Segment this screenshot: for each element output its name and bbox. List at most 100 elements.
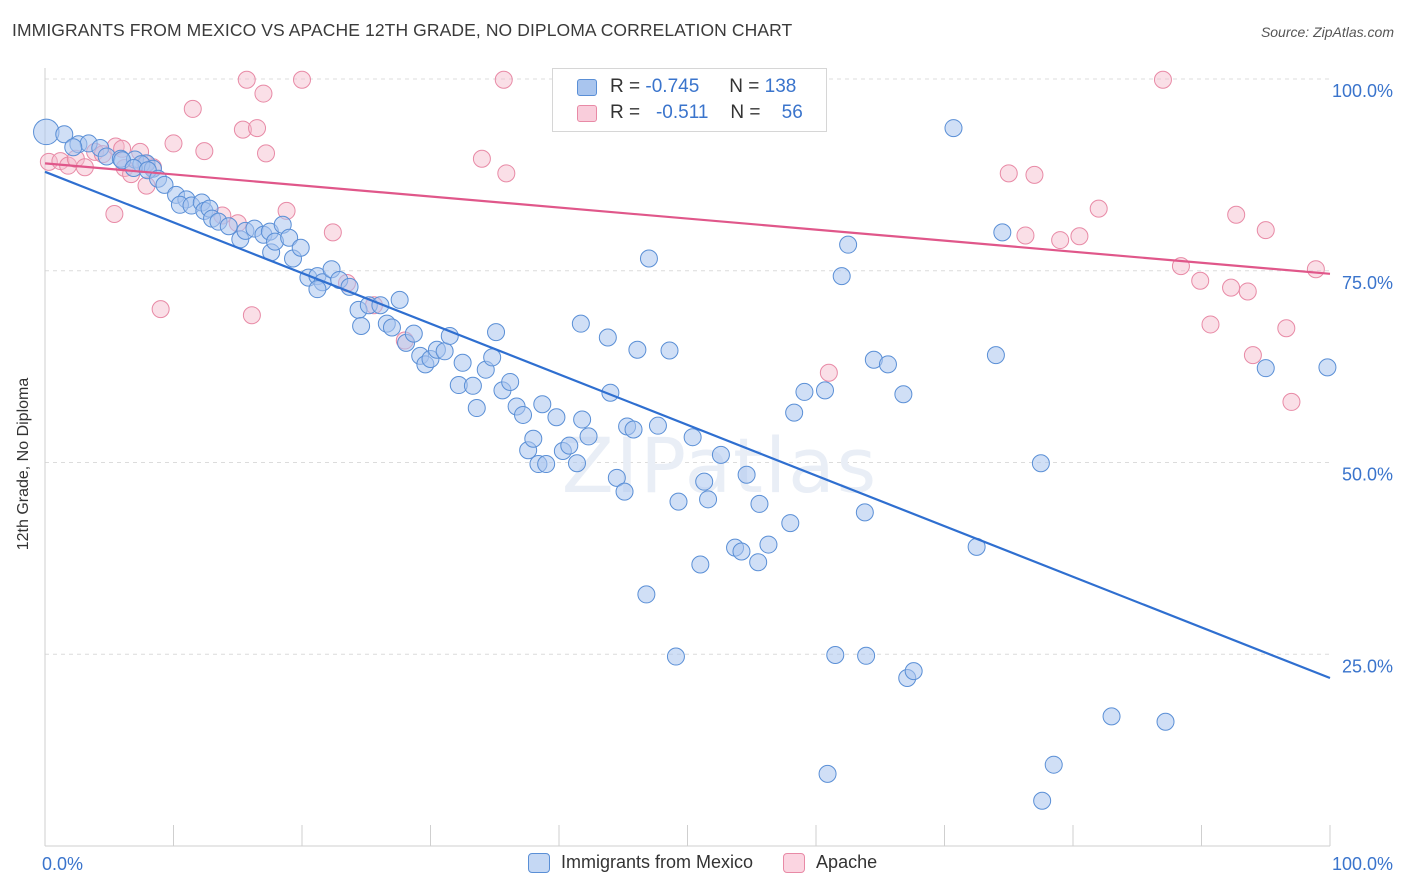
apache-point (1089, 199, 1108, 218)
legend-swatch-apache (577, 104, 597, 122)
mexico-point (749, 553, 768, 572)
mexico-point (607, 468, 626, 487)
mexico-point (660, 341, 679, 360)
y-tick-label: 50.0% (1342, 465, 1393, 485)
mexico-point (291, 238, 310, 257)
apache-point (257, 144, 276, 163)
apache-point (1153, 70, 1172, 89)
apache-point (1282, 392, 1301, 411)
mexico-point (691, 555, 710, 574)
mexico-point (537, 455, 556, 474)
mexico-point (514, 405, 533, 424)
mexico-point (371, 296, 390, 315)
mexico-point (573, 410, 592, 429)
apache-point (151, 300, 170, 319)
mexico-point (1033, 791, 1052, 810)
mexico-point (382, 318, 401, 337)
mexico-point (579, 427, 598, 446)
mexico-point (390, 290, 409, 309)
bottom-legend-swatch-mexico (528, 852, 550, 873)
legend-n-value: 56 (781, 102, 803, 123)
source-label: Source: ZipAtlas.com (1260, 24, 1394, 40)
apache-point (183, 99, 202, 118)
mexico-point (894, 385, 913, 404)
bottom-legend-label-mexico: Immigrants from Mexico (561, 852, 754, 872)
legend-n-label: N = (729, 76, 760, 97)
mexico-point (832, 267, 851, 286)
apache-point (999, 164, 1018, 183)
mexico-point (857, 646, 876, 665)
mexico-point (440, 326, 459, 345)
mexico-point (547, 408, 566, 427)
mexico-point (352, 316, 371, 335)
mexico-point (986, 346, 1005, 365)
mexico-point (669, 492, 688, 511)
x-tick-label: 0.0% (42, 854, 83, 874)
mexico-point (1102, 707, 1121, 726)
mexico-point (435, 342, 454, 361)
mexico-point (648, 416, 667, 435)
bottom-legend-label-apache: Apache (816, 852, 878, 872)
tick-labels: 100.0% 75.0% 50.0% 25.0% 0.0% 100.0% (42, 81, 1393, 874)
y-tick-label: 25.0% (1342, 656, 1393, 676)
apache-point (1051, 231, 1070, 250)
apache-trend-line (44, 162, 1331, 275)
mexico-point (571, 314, 590, 333)
mexico-point (308, 280, 327, 299)
apache-point (1016, 226, 1035, 245)
mexico-point (737, 465, 756, 484)
mexico-point (666, 647, 685, 666)
mexico-point (839, 235, 858, 254)
y-axis-label: 12th Grade, No Diploma (15, 377, 32, 551)
mexico-point (467, 399, 486, 418)
apache-point (1191, 271, 1210, 290)
apache-point (195, 142, 214, 161)
mexico-point (55, 125, 74, 144)
apache-point (233, 120, 252, 139)
mexico-point (501, 372, 520, 391)
mexico-point (732, 542, 751, 561)
legend-r-value: -0.511 (655, 102, 709, 123)
mexico-point (463, 376, 482, 395)
mexico-point (639, 249, 658, 268)
legend-r-value: -0.745 (645, 76, 700, 97)
mexico-point (453, 353, 472, 372)
mexico-point (818, 764, 837, 783)
trend-lines (44, 162, 1331, 680)
apache-point (1243, 346, 1262, 365)
apache-point (1256, 221, 1275, 240)
mexico-point (33, 118, 60, 146)
mexico-point (1256, 359, 1275, 378)
apache-point (248, 119, 267, 138)
apache-point (1070, 227, 1089, 246)
apache-point (293, 70, 311, 89)
mexico-point (795, 382, 814, 401)
mexico-point (855, 503, 874, 522)
apache-point (1238, 282, 1257, 301)
axes (44, 68, 1331, 847)
mexico-point (1031, 454, 1050, 473)
mexico-point (993, 223, 1012, 242)
mexico-point (280, 228, 299, 247)
mexico-point (533, 395, 552, 414)
chart-title: IMMIGRANTS FROM MEXICO VS APACHE 12TH GR… (12, 20, 793, 40)
apache-point (105, 204, 124, 223)
x-tick-label: 100.0% (1332, 854, 1393, 874)
mexico-point (815, 381, 834, 400)
mexico-point (785, 403, 804, 422)
apache-point (164, 134, 183, 153)
y-tick-label: 75.0% (1342, 273, 1393, 293)
mexico-point (637, 585, 656, 604)
mexico-point (567, 454, 586, 473)
legend-r-label: R = (610, 102, 641, 123)
mexico-point (781, 514, 800, 533)
apache-point (323, 223, 342, 242)
mexico-point (944, 119, 963, 138)
mexico-point (219, 217, 238, 236)
legend-n-value: 138 (764, 76, 797, 97)
apache-point (1222, 278, 1241, 297)
mexico-point (155, 175, 174, 194)
mexico-point (878, 355, 897, 374)
mexico-point (826, 646, 845, 665)
